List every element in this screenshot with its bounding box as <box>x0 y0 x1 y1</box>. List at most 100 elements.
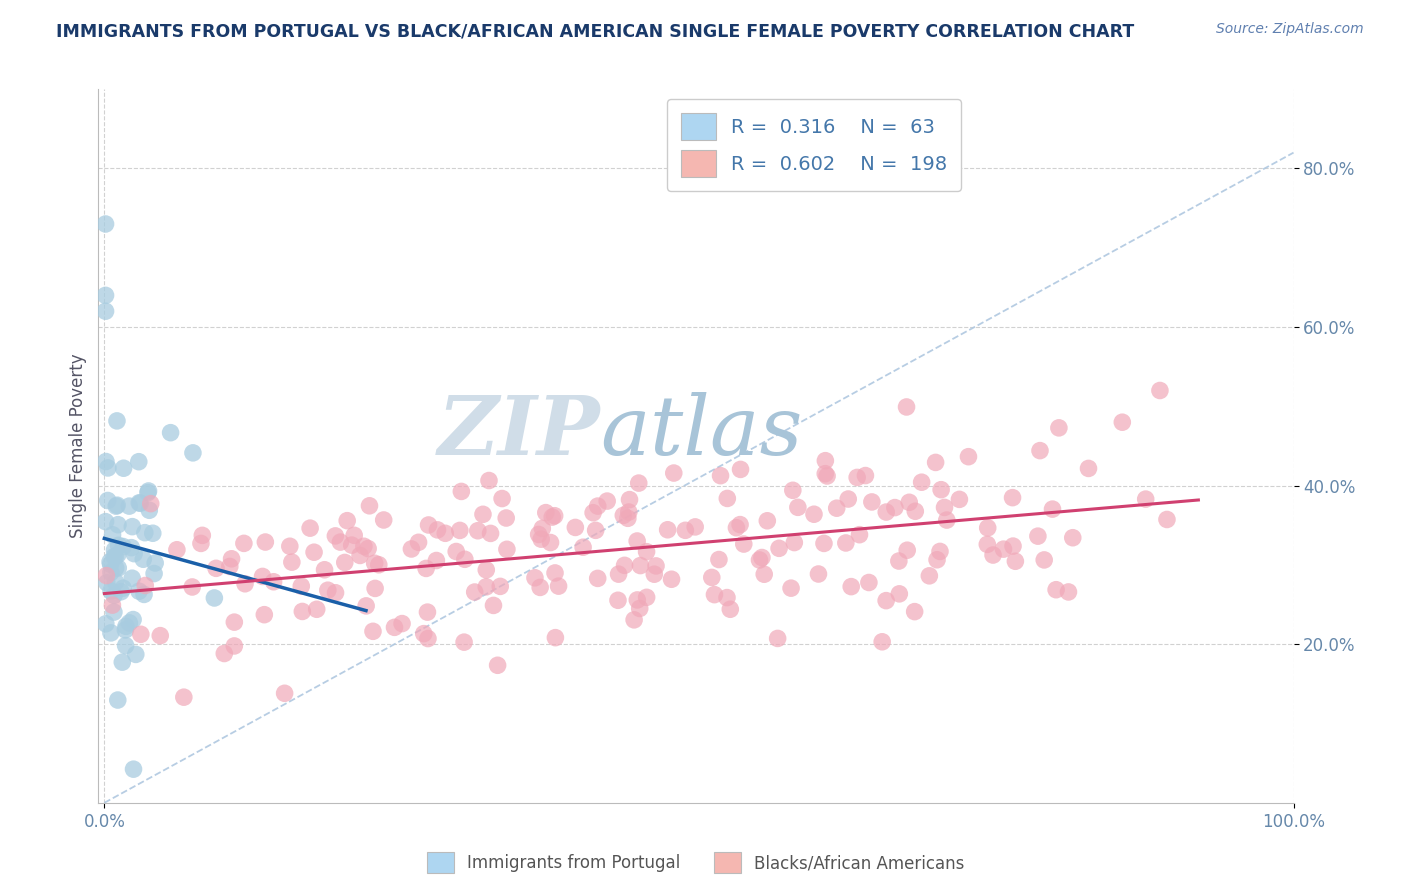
Point <box>703 588 725 602</box>
Point <box>496 542 519 557</box>
Point <box>472 508 495 522</box>
Point <box>278 539 301 553</box>
Point <box>354 599 377 613</box>
Point <box>1135 492 1157 507</box>
Point <box>94 616 117 631</box>
Point <box>1026 529 1049 543</box>
Point <box>918 569 941 583</box>
Point <box>716 591 738 605</box>
Point <box>645 558 668 573</box>
Point <box>586 499 609 513</box>
Point <box>434 526 457 541</box>
Point <box>547 579 569 593</box>
Point <box>291 604 314 618</box>
Point <box>181 580 204 594</box>
Point <box>112 540 135 554</box>
Point <box>858 575 880 590</box>
Point <box>489 579 512 593</box>
Point <box>782 483 804 498</box>
Point <box>97 461 120 475</box>
Point <box>316 583 339 598</box>
Point <box>607 567 630 582</box>
Point <box>349 549 371 563</box>
Point <box>103 605 125 619</box>
Point <box>527 527 550 541</box>
Point <box>585 524 607 538</box>
Point <box>662 466 685 480</box>
Point <box>661 572 683 586</box>
Point <box>572 540 595 554</box>
Point <box>467 524 489 538</box>
Point <box>361 624 384 639</box>
Point <box>814 453 837 467</box>
Point <box>105 499 128 513</box>
Point <box>1077 461 1099 475</box>
Point <box>100 558 122 572</box>
Point <box>783 535 806 549</box>
Point <box>357 541 380 556</box>
Point <box>725 521 748 535</box>
Point <box>628 601 651 615</box>
Point <box>107 548 129 562</box>
Point <box>1001 491 1024 505</box>
Point <box>305 602 328 616</box>
Point <box>839 580 862 594</box>
Point <box>846 470 869 484</box>
Point <box>1029 443 1052 458</box>
Point <box>343 528 366 542</box>
Point <box>273 686 295 700</box>
Point <box>613 558 636 573</box>
Point <box>122 762 145 776</box>
Point <box>143 566 166 581</box>
Point <box>94 304 117 318</box>
Point <box>254 535 277 549</box>
Point <box>617 511 640 525</box>
Point <box>138 483 160 498</box>
Point <box>924 455 946 469</box>
Point <box>426 523 449 537</box>
Point <box>626 593 648 607</box>
Point <box>636 591 658 605</box>
Point <box>848 527 870 541</box>
Point <box>122 547 145 561</box>
Point <box>100 626 122 640</box>
Point <box>766 632 789 646</box>
Point <box>718 602 741 616</box>
Point <box>100 584 122 599</box>
Point <box>232 536 254 550</box>
Point <box>768 541 790 556</box>
Point <box>114 623 136 637</box>
Point <box>233 576 256 591</box>
Point <box>627 476 650 491</box>
Point <box>107 517 129 532</box>
Point <box>626 534 648 549</box>
Point <box>1062 531 1084 545</box>
Point <box>586 571 609 585</box>
Point <box>875 505 897 519</box>
Point <box>122 613 145 627</box>
Point <box>353 539 375 553</box>
Point <box>94 454 117 468</box>
Point <box>617 505 640 519</box>
Point <box>202 591 225 605</box>
Point <box>159 425 181 440</box>
Point <box>837 491 859 506</box>
Point <box>860 495 883 509</box>
Point <box>103 549 125 564</box>
Point <box>464 585 486 599</box>
Point <box>314 563 336 577</box>
Point <box>96 575 118 590</box>
Point <box>218 559 240 574</box>
Point <box>94 515 117 529</box>
Point <box>444 544 467 558</box>
Point <box>110 584 132 599</box>
Point <box>981 548 1004 562</box>
Point <box>143 556 166 570</box>
Point <box>544 631 567 645</box>
Point <box>1033 553 1056 567</box>
Point <box>142 526 165 541</box>
Point <box>875 593 897 607</box>
Point <box>486 658 509 673</box>
Point <box>401 541 423 556</box>
Point <box>415 561 437 575</box>
